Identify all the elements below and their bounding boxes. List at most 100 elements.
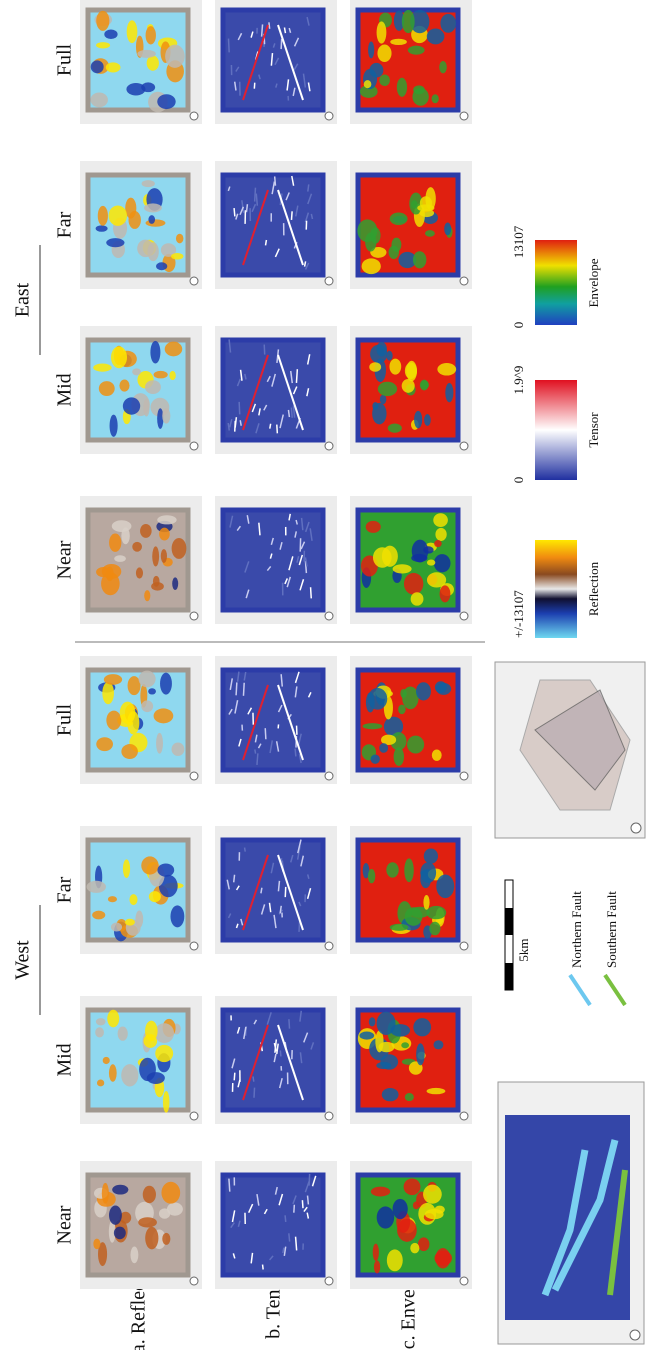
attribute-texture — [413, 85, 425, 94]
attribute-texture — [373, 547, 392, 568]
attribute-texture — [95, 1027, 104, 1037]
attribute-texture — [263, 1265, 264, 1270]
attribute-texture — [236, 682, 237, 695]
attribute-texture — [386, 862, 398, 877]
attribute-texture — [434, 1251, 452, 1266]
attribute-texture — [172, 538, 187, 559]
attribute-map — [88, 510, 188, 610]
compass — [190, 612, 198, 620]
attribute-texture — [377, 45, 391, 63]
attribute-texture — [111, 346, 127, 368]
attribute-texture — [142, 180, 155, 187]
colorbar-label: Tensor — [586, 412, 601, 448]
attribute-texture — [170, 905, 184, 927]
compass — [325, 942, 333, 950]
attribute-texture — [411, 592, 424, 605]
compass — [190, 942, 198, 950]
attribute-texture — [368, 869, 375, 883]
colorbar-min: +/-13107 — [511, 590, 526, 638]
attribute-texture — [414, 411, 422, 428]
attribute-texture — [275, 176, 276, 185]
attribute-texture — [308, 1196, 309, 1205]
attribute-texture — [380, 395, 387, 404]
attribute-map — [223, 1175, 323, 1275]
colorbar-label: Reflection — [586, 561, 601, 616]
attribute-texture — [120, 702, 136, 724]
attribute-texture — [146, 26, 156, 44]
attribute-texture — [171, 743, 184, 756]
attribute-texture — [437, 363, 456, 376]
attribute-texture — [369, 63, 383, 78]
colorbar — [535, 240, 577, 325]
attribute-texture — [154, 708, 174, 723]
attribute-texture — [291, 408, 292, 418]
attribute-texture — [118, 1027, 128, 1041]
attribute-texture — [111, 923, 122, 932]
attribute-texture — [161, 549, 167, 563]
compass — [460, 112, 468, 120]
attribute-map — [223, 1010, 323, 1110]
compass — [325, 442, 333, 450]
compass — [190, 1277, 198, 1285]
attribute-texture — [103, 1057, 110, 1064]
attribute-texture — [427, 560, 435, 566]
attribute-texture — [266, 240, 267, 245]
attribute-texture — [281, 39, 282, 49]
attribute-texture — [159, 528, 170, 541]
attribute-texture — [377, 1012, 396, 1035]
attribute-texture — [289, 1019, 290, 1028]
compass — [325, 112, 333, 120]
column-label: Full — [54, 43, 76, 76]
attribute-texture — [296, 369, 297, 383]
colorbar-label: Envelope — [586, 258, 601, 307]
attribute-texture — [387, 1249, 403, 1271]
scale-bar — [505, 963, 513, 990]
attribute-texture — [160, 673, 172, 695]
attribute-texture — [407, 736, 424, 754]
attribute-texture — [139, 671, 156, 688]
attribute-texture — [102, 1183, 109, 1204]
attribute-texture — [143, 1186, 156, 1203]
attribute-texture — [157, 94, 175, 109]
attribute-texture — [288, 410, 289, 417]
attribute-texture — [110, 415, 118, 437]
attribute-texture — [309, 1174, 310, 1186]
attribute-texture — [434, 554, 451, 572]
attribute-texture — [382, 1088, 399, 1101]
attribute-texture — [163, 1091, 170, 1113]
attribute-texture — [289, 1233, 290, 1241]
attribute-texture — [425, 1209, 444, 1219]
attribute-texture — [444, 222, 451, 235]
attribute-texture — [125, 919, 135, 926]
attribute-texture — [388, 423, 402, 432]
attribute-texture — [234, 875, 235, 883]
attribute-texture — [153, 576, 160, 587]
compass — [630, 1330, 640, 1340]
attribute-texture — [152, 546, 159, 566]
attribute-texture — [379, 1042, 395, 1052]
attribute-texture — [93, 363, 111, 371]
attribute-texture — [377, 21, 387, 43]
attribute-texture — [432, 94, 439, 103]
attribute-texture — [413, 251, 426, 268]
attribute-texture — [308, 184, 309, 191]
attribute-texture — [109, 205, 127, 225]
compass — [631, 823, 641, 833]
attribute-texture — [162, 408, 170, 423]
compass — [190, 112, 198, 120]
attribute-texture — [154, 371, 168, 378]
attribute-texture — [434, 540, 442, 547]
attribute-texture — [412, 540, 429, 563]
attribute-texture — [434, 1040, 444, 1049]
attribute-texture — [373, 1244, 379, 1261]
attribute-texture — [305, 261, 306, 266]
attribute-texture — [410, 1243, 419, 1254]
compass — [190, 1112, 198, 1120]
attribute-texture — [377, 1206, 395, 1228]
attribute-texture — [130, 1247, 138, 1264]
attribute-texture — [390, 213, 408, 226]
attribute-texture — [114, 555, 126, 562]
attribute-texture — [393, 1199, 408, 1219]
compass — [190, 442, 198, 450]
attribute-texture — [440, 585, 451, 602]
